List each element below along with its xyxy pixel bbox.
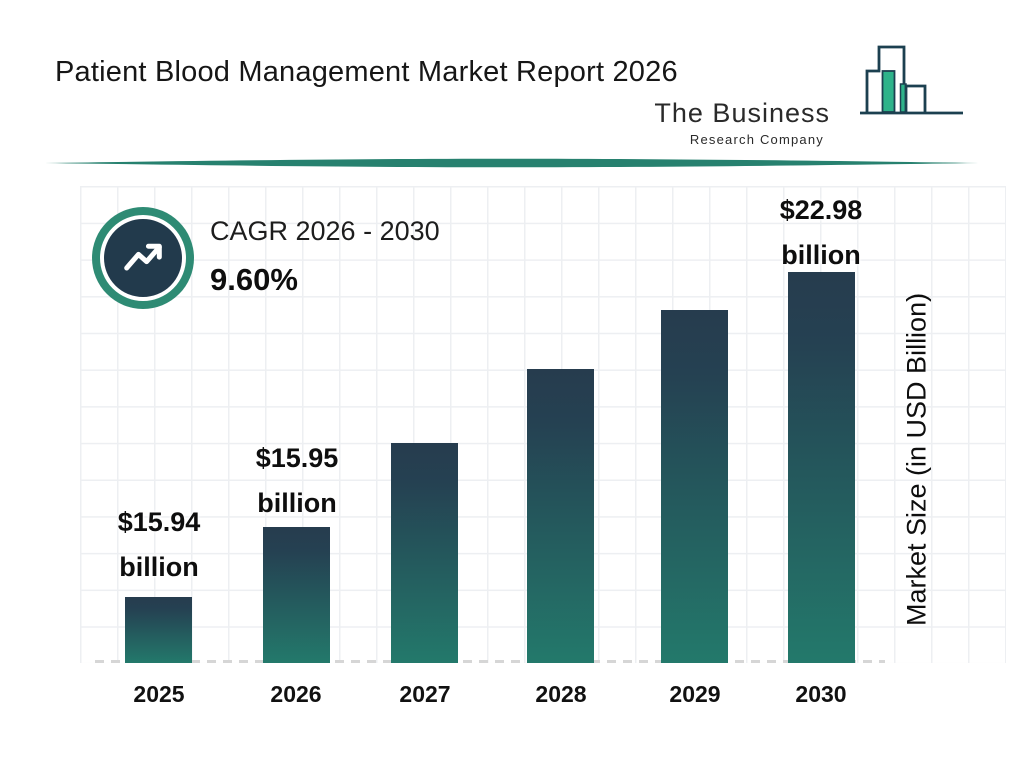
cagr-badge-inner <box>100 215 186 301</box>
y-axis-title: Market Size (in USD Billion) <box>901 292 932 627</box>
unit-line: billion <box>781 240 861 270</box>
cagr-value: 9.60% <box>210 262 298 297</box>
bar-2025 <box>125 597 192 663</box>
cagr-period-label: CAGR 2026 - 2030 <box>210 216 440 246</box>
bar-value-label-2025: $15.94 billion <box>59 500 259 590</box>
value-line: $15.94 <box>117 507 201 537</box>
x-axis-label-2026: 2026 <box>270 681 322 707</box>
logo-text-primary: The Business <box>654 98 830 128</box>
x-axis-label-2027: 2027 <box>399 681 451 707</box>
x-axis-label-2028: 2028 <box>535 681 587 707</box>
x-axis-label-2030: 2030 <box>795 681 847 707</box>
bar-2026 <box>263 527 330 663</box>
bar-2028 <box>527 369 594 663</box>
unit-line: billion <box>257 488 337 518</box>
logo-bars-icon <box>860 45 963 115</box>
x-axis-baseline <box>95 660 885 663</box>
bar-2027 <box>391 443 458 663</box>
bar-2029 <box>661 310 728 663</box>
bar-value-label-2030: $22.98 billion <box>721 188 921 278</box>
page-title: Patient Blood Management Market Report 2… <box>55 56 678 88</box>
cagr-badge <box>92 207 194 309</box>
brand-logo: The Business Research Company <box>654 36 990 147</box>
bar-2030 <box>788 272 855 663</box>
x-axis-label-2029: 2029 <box>669 681 721 707</box>
title-divider <box>45 158 979 168</box>
unit-line: billion <box>119 552 199 582</box>
value-line: $15.95 <box>255 443 339 473</box>
bar-value-label-2026: $15.95 billion <box>197 436 397 526</box>
value-line: $22.98 <box>779 195 863 225</box>
trend-up-icon <box>124 243 162 271</box>
logo-text-secondary: Research Company <box>689 132 824 147</box>
x-axis-label-2025: 2025 <box>133 681 185 707</box>
